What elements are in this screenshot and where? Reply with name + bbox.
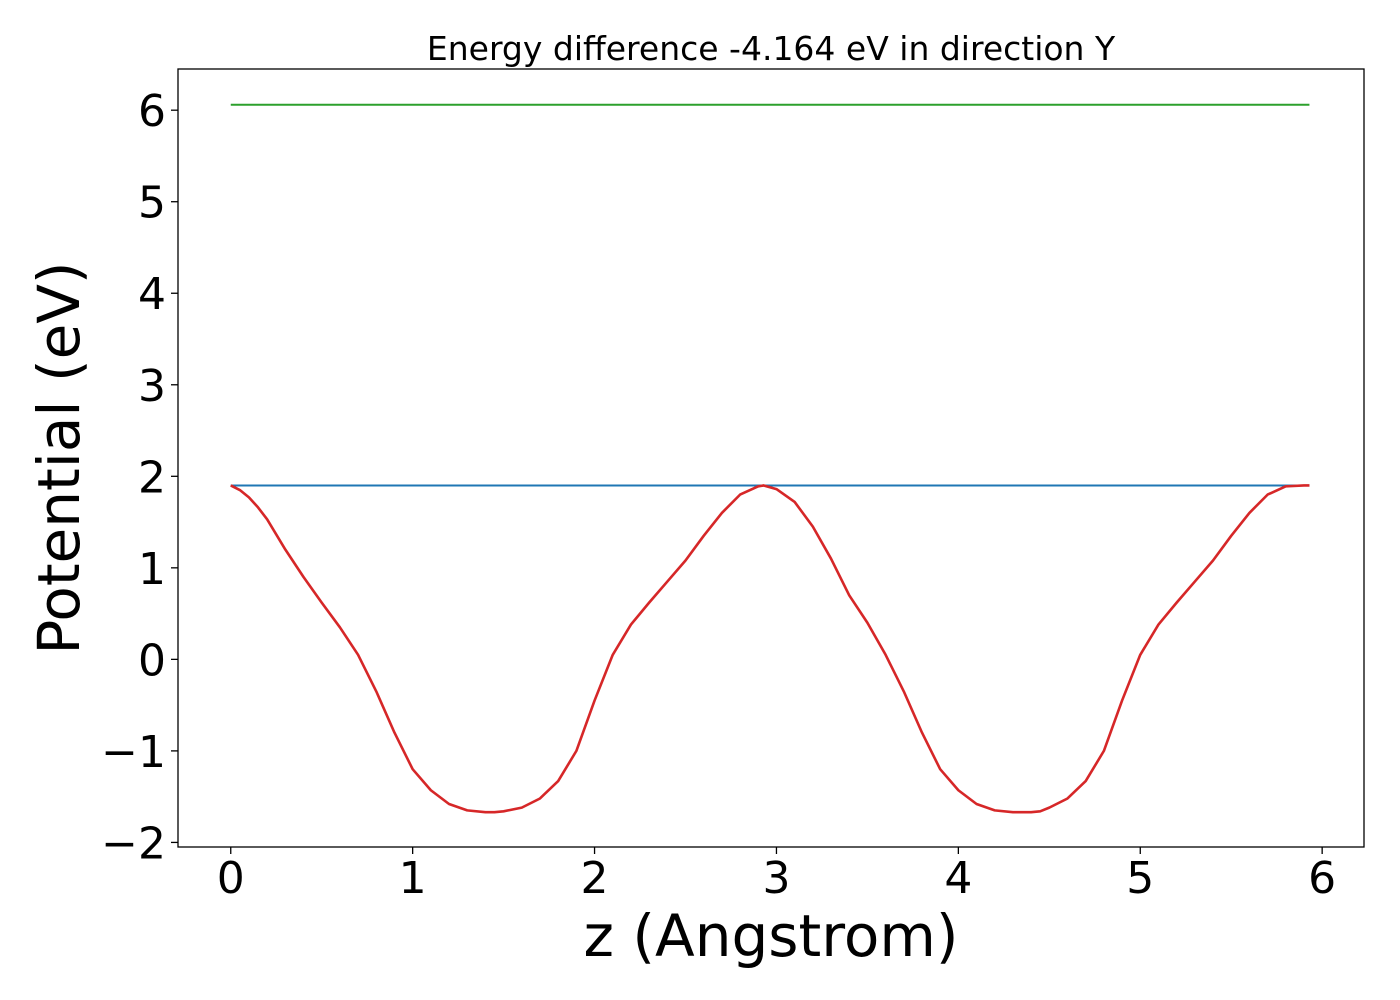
- x-tick-label: 1: [399, 853, 427, 904]
- y-tick-label: −2: [101, 818, 166, 869]
- x-axis-label: z (Angstrom): [584, 902, 959, 970]
- y-tick-label: 6: [138, 86, 166, 137]
- y-axis-ticks: −2 −1 0 1 2 3 4 5 6: [101, 86, 178, 869]
- y-tick-label: 4: [138, 269, 166, 320]
- x-tick-label: 4: [944, 853, 972, 904]
- x-axis-ticks: 0 1 2 3 4 5 6: [217, 847, 1336, 904]
- y-tick-label: 0: [138, 635, 166, 686]
- y-axis-label: Potential (eV): [25, 261, 93, 654]
- y-tick-label: 1: [138, 544, 166, 595]
- x-tick-label: 3: [762, 853, 790, 904]
- chart-title: Energy difference -4.164 eV in direction…: [427, 29, 1116, 68]
- x-tick-label: 0: [217, 853, 245, 904]
- series-line-3: [230, 484, 1310, 814]
- x-tick-label: 6: [1308, 853, 1336, 904]
- x-tick-label: 5: [1126, 853, 1154, 904]
- y-tick-label: 5: [138, 178, 166, 229]
- y-tick-label: 3: [138, 361, 166, 412]
- y-tick-label: −1: [101, 727, 166, 778]
- series-layer: [230, 103, 1310, 814]
- plot-area: [177, 68, 1365, 848]
- y-tick-label: 2: [138, 452, 166, 503]
- x-tick-label: 2: [581, 853, 609, 904]
